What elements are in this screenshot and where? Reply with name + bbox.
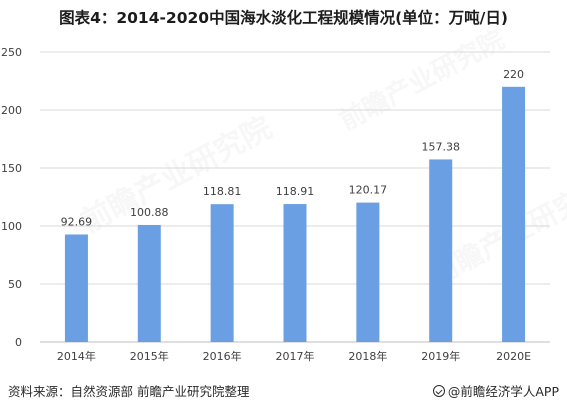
x-tick-label: 2019年 [421,349,460,363]
data-label: 100.88 [130,206,169,219]
x-tick-label: 2018年 [348,349,387,363]
y-tick-label: 200 [1,104,22,117]
y-tick-label: 50 [8,278,22,291]
x-tick-label: 2014年 [57,349,96,363]
y-tick-label: 0 [15,336,22,349]
x-tick-label: 2017年 [276,349,315,363]
bar [502,86,526,342]
data-label: 118.81 [203,185,242,198]
bar [356,202,380,342]
bar [64,234,88,342]
x-tick-label: 2020E [496,350,531,363]
chart-title: 图表4：2014-2020中国海水淡化工程规模情况(单位：万吨/日) [59,9,508,27]
brand-logo-icon [432,384,445,397]
data-label: 220 [503,68,524,81]
y-tick-label: 100 [1,220,22,233]
data-label: 92.69 [61,215,93,228]
bar [137,224,161,342]
bar [210,204,234,342]
source-note: 资料来源：自然资源部 前瞻产业研究院整理 [8,384,250,399]
brand-text: @前瞻经济学人APP [447,384,559,399]
y-tick-label: 150 [1,162,22,175]
x-tick-label: 2016年 [203,349,242,363]
data-label: 157.38 [421,140,460,153]
bar [283,204,307,342]
data-label: 118.91 [276,185,315,198]
x-tick-label: 2015年 [130,349,169,363]
brand-label: @前瞻经济学人APP [432,381,559,400]
bar [429,159,453,342]
y-tick-label: 250 [1,46,22,59]
data-label: 120.17 [349,184,388,197]
